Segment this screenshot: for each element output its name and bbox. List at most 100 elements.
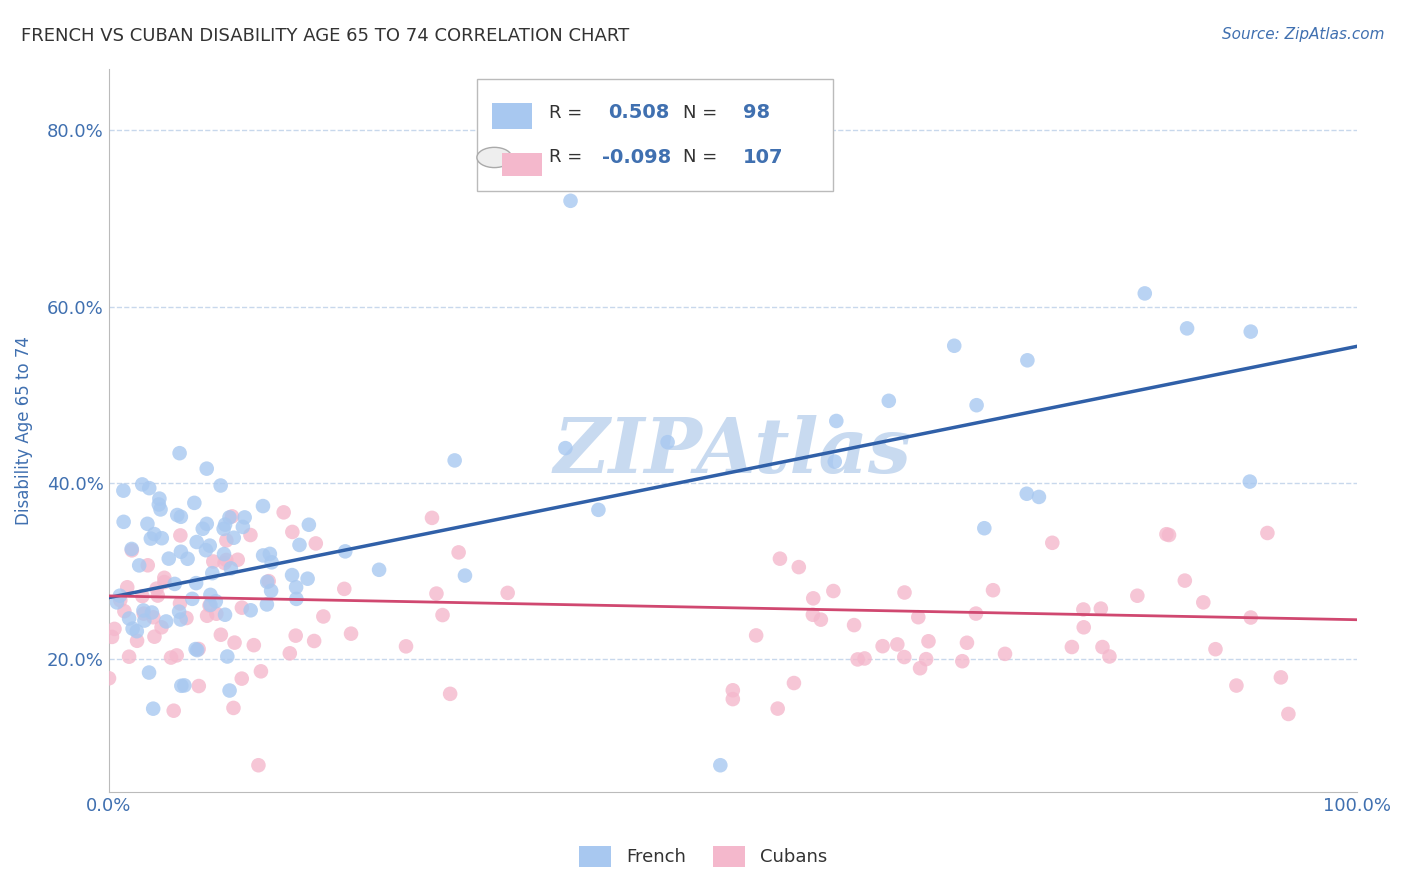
Point (214, 517, 236, 532)
Point (252, 549, 274, 563)
Point (112, 515, 135, 529)
Point (98, 671, 121, 685)
Point (886, 637, 908, 651)
Point (1204, 642, 1226, 657)
Point (170, 545, 193, 559)
Point (787, 560, 810, 574)
Point (166, 508, 188, 522)
Point (169, 528, 191, 542)
Point (554, 441, 576, 455)
Point (205, 607, 228, 621)
Point (195, 516, 218, 531)
Text: FRENCH VS CUBAN DISABILITY AGE 65 TO 74 CORRELATION CHART: FRENCH VS CUBAN DISABILITY AGE 65 TO 74 … (21, 27, 630, 45)
Point (657, 435, 679, 450)
Point (163, 577, 186, 591)
Point (125, 624, 148, 639)
Point (214, 607, 236, 622)
Point (224, 635, 246, 649)
Point (226, 553, 249, 567)
Point (447, 545, 470, 559)
Point (783, 676, 806, 690)
Point (1192, 595, 1215, 609)
Point (950, 654, 973, 668)
Point (184, 642, 207, 657)
Point (209, 628, 232, 642)
Point (217, 649, 239, 664)
Point (194, 543, 217, 558)
Point (278, 646, 301, 660)
Point (333, 582, 356, 596)
Point (281, 568, 304, 582)
Point (231, 600, 253, 615)
Point (243, 638, 266, 652)
Point (1098, 649, 1121, 664)
Point (200, 598, 222, 612)
Point (157, 551, 180, 566)
Point (257, 574, 280, 589)
Point (121, 543, 143, 558)
Text: ZIPAtlas: ZIPAtlas (554, 415, 912, 489)
Point (136, 558, 159, 573)
Point (142, 610, 165, 624)
Point (907, 610, 929, 624)
Point (222, 531, 245, 545)
FancyBboxPatch shape (492, 103, 531, 128)
Point (132, 603, 155, 617)
Point (432, 608, 454, 623)
Point (284, 629, 307, 643)
Point (1060, 640, 1083, 654)
Point (1270, 670, 1292, 684)
Point (239, 603, 262, 617)
Point (496, 586, 519, 600)
Point (588, 503, 610, 517)
Point (143, 630, 166, 644)
Point (134, 614, 156, 628)
Point (136, 516, 159, 531)
Point (181, 591, 204, 606)
Point (167, 605, 190, 619)
FancyBboxPatch shape (502, 153, 541, 177)
Point (915, 652, 938, 666)
Point (200, 588, 222, 602)
Point (1174, 574, 1197, 588)
Point (281, 524, 304, 539)
Point (212, 522, 235, 536)
Y-axis label: Disability Age 65 to 74: Disability Age 65 to 74 (15, 335, 32, 524)
Point (395, 640, 418, 654)
Point (187, 679, 209, 693)
Point (1156, 527, 1178, 541)
Point (288, 538, 311, 552)
Point (239, 528, 262, 542)
Point (439, 687, 461, 701)
Point (260, 555, 283, 569)
Text: N =: N = (683, 103, 717, 121)
Point (176, 551, 198, 566)
Point (994, 647, 1017, 661)
Point (138, 481, 160, 495)
Point (745, 628, 768, 642)
Point (973, 521, 995, 535)
Point (256, 574, 278, 589)
Point (1256, 526, 1278, 541)
Point (105, 595, 128, 609)
Point (259, 547, 281, 561)
Point (143, 527, 166, 541)
Point (252, 499, 274, 513)
Point (810, 613, 832, 627)
Point (825, 414, 848, 428)
Point (118, 649, 141, 664)
Point (981, 583, 1004, 598)
Text: -0.098: -0.098 (602, 148, 671, 167)
Point (150, 620, 173, 634)
Point (1225, 679, 1247, 693)
Point (204, 594, 226, 608)
Point (824, 455, 846, 469)
Point (312, 609, 335, 624)
Point (195, 461, 218, 475)
Point (103, 622, 125, 636)
Point (186, 535, 208, 549)
Point (148, 498, 170, 512)
Point (146, 589, 169, 603)
Point (121, 622, 143, 636)
Point (160, 650, 183, 665)
